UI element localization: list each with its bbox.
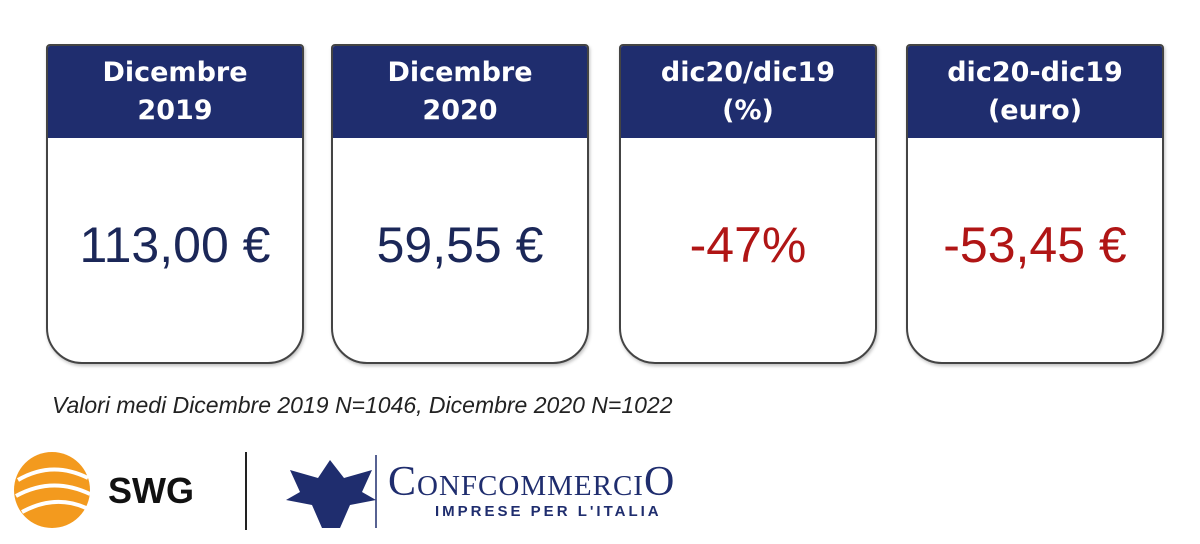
card-header: Dicembre 2019 <box>48 46 302 138</box>
confcommercio-logo-text: ConfcommerciO <box>388 459 676 505</box>
card-value: 59,55 € <box>376 217 544 273</box>
header-line: 2019 <box>137 95 213 126</box>
card-header: dic20-dic19 (euro) <box>908 46 1162 138</box>
card-value: -53,45 € <box>943 217 1127 273</box>
header-line: dic20-dic19 <box>947 57 1123 88</box>
swg-stripes <box>15 467 91 514</box>
card: Dicembre 2020 59,55 € <box>331 44 589 364</box>
swg-sphere <box>14 452 90 528</box>
card: dic20-dic19 (euro) -53,45 € <box>906 44 1164 364</box>
header-line: 2020 <box>422 95 498 126</box>
header-line: Dicembre <box>102 57 248 88</box>
card-value: 113,00 € <box>79 217 271 273</box>
eagle-emblem <box>286 460 376 528</box>
card: dic20/dic19 (%) -47% <box>619 44 877 364</box>
header-line: (euro) <box>987 95 1083 126</box>
card: Dicembre 2019 113,00 € <box>46 44 304 364</box>
header-line: Dicembre <box>387 57 533 88</box>
header-line: (%) <box>722 95 774 126</box>
header-line: dic20/dic19 <box>660 57 836 88</box>
card-header: dic20/dic19 (%) <box>621 46 875 138</box>
swg-logo-text: SWG <box>108 470 194 511</box>
card-value: -47% <box>689 217 807 273</box>
confcommercio-tagline: IMPRESE PER L'ITALIA <box>435 503 662 520</box>
card-header: Dicembre 2020 <box>333 46 587 138</box>
footnote: Valori medi Dicembre 2019 N=1046, Dicemb… <box>52 392 673 418</box>
